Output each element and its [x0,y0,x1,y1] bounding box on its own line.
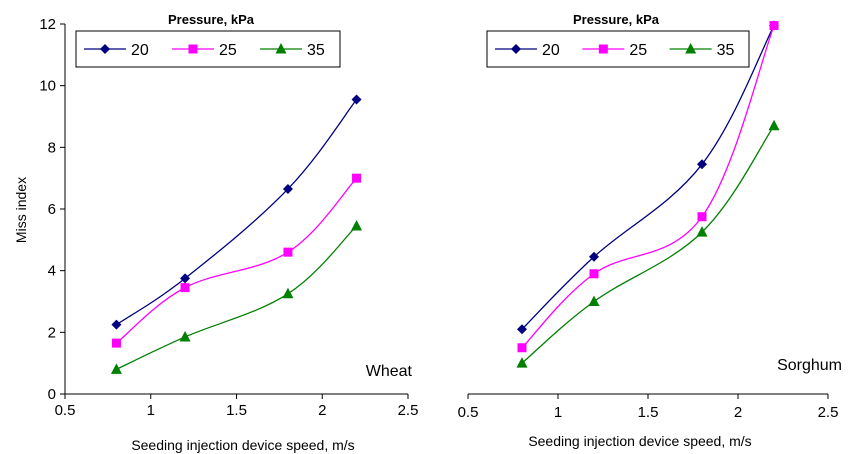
data-point [685,43,697,54]
series-35 [516,119,780,368]
y-tick-label: 8 [48,139,56,156]
x-tick-label: 1 [147,402,155,419]
series-25 [517,21,779,353]
x-tick-label: 2.5 [398,402,419,419]
crop-label-wheat: Wheat [366,363,413,380]
data-point [589,251,599,262]
series-25 [111,173,362,348]
data-point [352,173,362,183]
data-point [188,44,198,54]
legend: Pressure, kPa 20 25 35 [75,12,341,68]
data-point [111,319,122,330]
y-tick-label: 2 [48,324,56,341]
x-tick-label: 2 [318,402,326,419]
data-point [516,357,528,368]
data-point [351,94,362,105]
sorghum-chart-panel: Seeding injection device speed, m/s Sorg… [458,12,842,449]
series-line [521,25,775,330]
data-point [110,363,122,374]
crop-label-sorghum: Sorghum [777,357,842,374]
x-axis-label: Seeding injection device speed, m/s [131,437,354,453]
y-tick-label: 0 [48,386,56,403]
data-point [351,219,363,231]
data-point [179,330,191,342]
legend-title: Pressure, kPa [573,12,660,27]
y-tick-label: 10 [39,78,56,95]
data-point [697,212,707,222]
series-line [116,177,358,344]
y-tick-label: 12 [39,16,56,33]
x-axis-label: Seeding injection device speed, m/s [528,433,751,449]
series-20 [517,20,779,335]
data-point [180,283,190,293]
data-point [511,44,521,54]
data-point [517,324,527,335]
y-tick-label: 4 [48,263,56,280]
data-point [111,338,121,348]
x-tick-label: 1.5 [226,402,247,419]
data-point [696,226,708,237]
legend-label: 35 [307,42,325,59]
data-point [283,247,293,257]
series-line [116,99,358,326]
data-point [100,44,110,54]
x-tick-label: 2 [734,404,742,421]
legend-label: 25 [629,42,647,59]
data-point [588,295,600,306]
legend: Pressure, kPa 20 25 35 [486,12,750,68]
legend-title: Pressure, kPa [168,12,255,27]
series-20 [111,94,362,330]
series-line [116,225,358,370]
data-point [282,183,293,194]
data-point [589,269,599,279]
legend-label: 20 [131,42,149,59]
legend-label: 25 [219,42,237,59]
series-35 [110,219,363,374]
data-point [180,273,191,284]
x-tick-label: 1.5 [638,404,659,421]
series-line [521,25,775,349]
series-line [521,125,775,364]
wheat-chart-panel: Miss index Seeding injection device spee… [13,12,418,453]
x-tick-label: 0.5 [55,402,76,419]
data-point [769,21,779,31]
x-tick-label: 0.5 [458,404,479,421]
data-point [768,119,780,131]
data-point [517,343,527,353]
legend-label: 35 [717,42,735,59]
legend-label: 20 [542,42,560,59]
data-point [275,43,287,54]
y-axis-label: Miss index [13,177,29,243]
y-tick-label: 6 [48,201,56,218]
x-tick-label: 2.5 [818,404,839,421]
data-point [282,287,294,299]
x-tick-label: 1 [554,404,562,421]
data-point [598,44,608,54]
data-point [697,159,707,170]
